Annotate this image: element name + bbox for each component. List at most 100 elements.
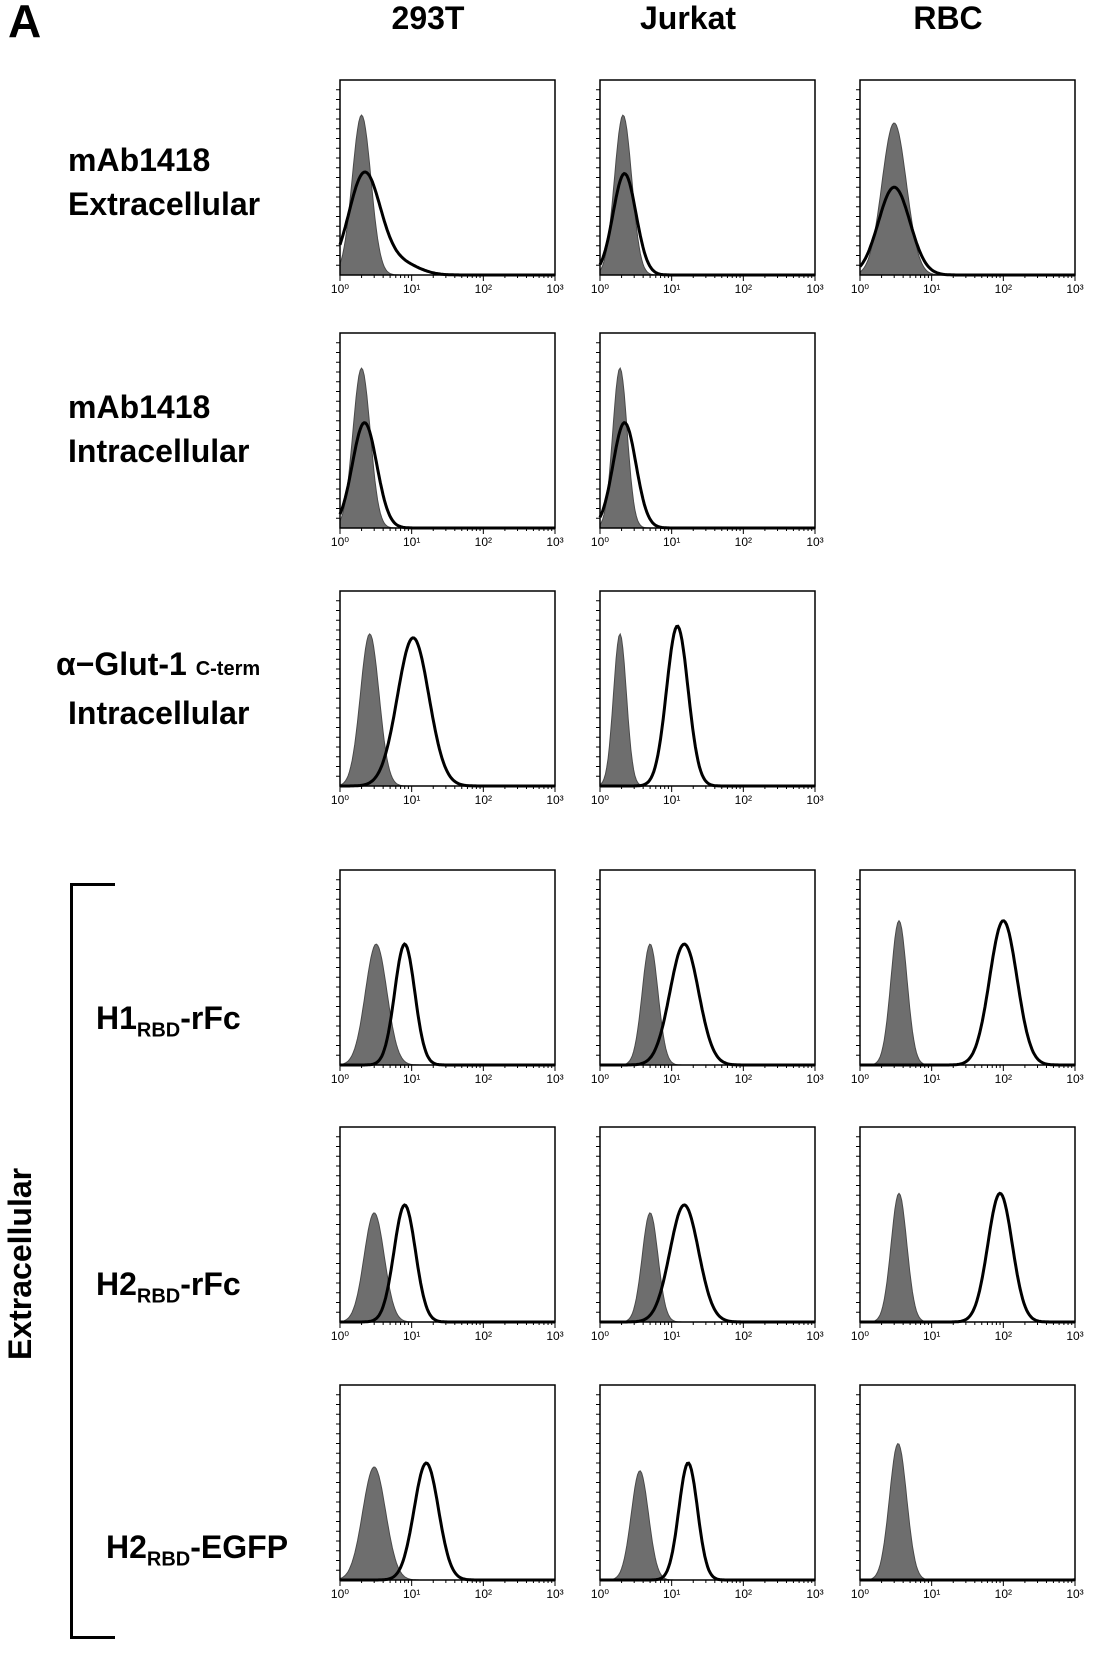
x-tick-label: 10²: [735, 793, 752, 807]
x-tick-label: 10⁰: [591, 1587, 609, 1601]
x-tick-label: 10¹: [923, 1329, 940, 1343]
x-tick-label: 10¹: [663, 1587, 680, 1601]
label-suffix: -EGFP: [190, 1529, 289, 1565]
x-tick-label: 10¹: [403, 793, 420, 807]
x-tick-label: 10²: [735, 1072, 752, 1086]
histogram-panel: 10⁰ 10¹ 10² 10³: [331, 79, 564, 296]
x-tick-label: 10³: [546, 793, 563, 807]
x-tick-label: 10¹: [663, 793, 680, 807]
control-histogram: [339, 943, 555, 1066]
histogram-panel: 10⁰ 10¹ 10² 10³: [331, 1384, 564, 1601]
row-label-h2rbd-egfp: H2RBD-EGFP: [106, 1525, 288, 1581]
x-tick-label: 10⁰: [331, 535, 349, 549]
column-header-293t: 293T: [391, 0, 465, 36]
column-header-jurkat: Jurkat: [639, 0, 737, 36]
x-tick-label: 10²: [735, 1329, 752, 1343]
histogram-panel: 10⁰ 10¹ 10² 10³: [591, 1126, 824, 1343]
row-label-h1rbd-rfc: H1RBD-rFc: [96, 996, 241, 1052]
label-main: H2: [106, 1529, 147, 1565]
x-tick-label: 10²: [475, 535, 492, 549]
x-tick-label: 10¹: [663, 535, 680, 549]
stained-histogram: [600, 1203, 815, 1324]
x-tick-label: 10³: [546, 1587, 563, 1601]
x-tick-label: 10³: [546, 1329, 563, 1343]
x-tick-label: 10¹: [403, 1072, 420, 1086]
stained-histogram: [600, 942, 815, 1067]
x-tick-label: 10³: [1066, 1072, 1083, 1086]
histogram-panel: 10⁰ 10¹ 10² 10³: [851, 869, 1084, 1086]
histogram-panel: 10⁰ 10¹ 10² 10³: [591, 332, 824, 549]
row-label-h2rbd-rfc: H2RBD-rFc: [96, 1262, 241, 1318]
x-tick-label: 10⁰: [331, 1329, 349, 1343]
x-tick-label: 10⁰: [331, 282, 349, 296]
histogram-panel: 10⁰ 10¹ 10² 10³: [851, 1384, 1084, 1601]
panel-label: A: [8, 0, 42, 47]
x-tick-label: 10²: [475, 1329, 492, 1343]
x-tick-label: 10²: [995, 1587, 1012, 1601]
control-histogram: [339, 1212, 555, 1323]
x-tick-label: 10¹: [923, 1587, 940, 1601]
row-label-glut1-intracellular: α−Glut-1 C-term Intracellular: [56, 642, 260, 735]
x-tick-label: 10¹: [923, 282, 940, 296]
x-tick-label: 10³: [806, 1587, 823, 1601]
histogram-panel: 10⁰ 10¹ 10² 10³: [331, 332, 564, 549]
x-tick-label: 10⁰: [591, 282, 609, 296]
x-tick-label: 10¹: [403, 1587, 420, 1601]
control-histogram: [859, 122, 1075, 276]
control-histogram: [600, 943, 815, 1066]
histogram-panel: 10⁰ 10¹ 10² 10³: [331, 869, 564, 1086]
x-tick-label: 10¹: [663, 1072, 680, 1086]
control-histogram: [600, 1212, 815, 1323]
control-histogram: [339, 633, 555, 787]
x-tick-label: 10³: [1066, 1587, 1083, 1601]
label-suffix: -rFc: [180, 1266, 241, 1302]
x-tick-label: 10¹: [923, 1072, 940, 1086]
row-label-line1: mAb1418: [68, 142, 211, 178]
histogram-panel: 10⁰ 10¹ 10² 10³: [331, 590, 564, 807]
label-sub: RBD: [136, 1019, 181, 1042]
row-label-line1: mAb1418: [68, 389, 211, 425]
control-histogram: [860, 919, 1075, 1066]
x-tick-label: 10²: [475, 282, 492, 296]
histogram-panel: 10⁰ 10¹ 10² 10³: [591, 869, 824, 1086]
label-main: H1: [96, 1000, 137, 1036]
row-label-main: α−Glut-1: [56, 646, 187, 682]
row-label-mab1418-extracellular: mAb1418 Extracellular: [68, 138, 260, 226]
x-tick-label: 10¹: [403, 535, 420, 549]
x-tick-label: 10²: [475, 793, 492, 807]
x-tick-label: 10³: [1066, 1329, 1083, 1343]
group-bracket: [70, 883, 115, 1639]
x-tick-label: 10³: [806, 1329, 823, 1343]
x-tick-label: 10⁰: [331, 793, 349, 807]
x-tick-label: 10⁰: [851, 1329, 869, 1343]
x-tick-label: 10⁰: [591, 535, 609, 549]
control-histogram: [860, 1443, 1075, 1581]
x-tick-label: 10²: [995, 282, 1012, 296]
x-tick-label: 10²: [735, 1587, 752, 1601]
label-sub: RBD: [136, 1285, 181, 1308]
x-tick-label: 10³: [546, 1072, 563, 1086]
row-label-mab1418-intracellular: mAb1418 Intracellular: [68, 385, 249, 473]
histogram-panel: 10⁰ 10¹ 10² 10³: [591, 1384, 824, 1601]
histogram-panel: 10⁰ 10¹ 10² 10³: [851, 79, 1084, 296]
x-tick-label: 10³: [546, 282, 563, 296]
x-tick-label: 10¹: [403, 282, 420, 296]
control-histogram: [339, 114, 555, 276]
x-tick-label: 10⁰: [331, 1072, 349, 1086]
label-suffix: -rFc: [180, 1000, 241, 1036]
x-tick-label: 10⁰: [851, 282, 869, 296]
histogram-panel: 10⁰ 10¹ 10² 10³: [851, 1126, 1084, 1343]
control-histogram: [860, 1192, 1075, 1323]
control-histogram: [339, 1466, 555, 1581]
x-tick-label: 10³: [806, 282, 823, 296]
row-label-line2: Intracellular: [68, 695, 250, 731]
histogram-panel: 10⁰ 10¹ 10² 10³: [331, 1126, 564, 1343]
x-tick-label: 10²: [475, 1072, 492, 1086]
x-tick-label: 10⁰: [591, 1329, 609, 1343]
group-label-extracellular: Extracellular: [2, 1167, 38, 1360]
row-label-line2: Intracellular: [68, 433, 250, 469]
histogram-panel: 10⁰ 10¹ 10² 10³: [591, 79, 824, 296]
x-tick-label: 10³: [806, 793, 823, 807]
x-tick-label: 10³: [806, 535, 823, 549]
label-main: H2: [96, 1266, 137, 1302]
